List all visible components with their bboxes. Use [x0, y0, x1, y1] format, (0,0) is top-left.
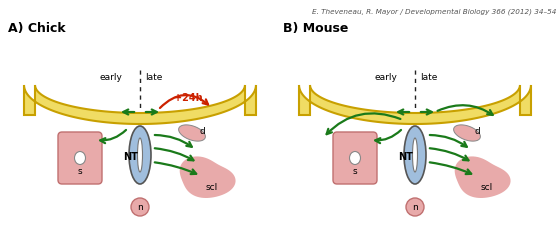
Polygon shape [454, 125, 480, 141]
Text: +24h: +24h [174, 93, 202, 103]
Text: d: d [199, 126, 205, 135]
Ellipse shape [129, 126, 151, 184]
Text: n: n [137, 204, 143, 213]
FancyBboxPatch shape [333, 132, 377, 184]
Text: late: late [145, 72, 162, 82]
Text: d: d [474, 126, 480, 135]
Text: scl: scl [206, 184, 218, 192]
Circle shape [131, 198, 149, 216]
Text: early: early [374, 72, 397, 82]
Ellipse shape [138, 138, 142, 172]
Polygon shape [179, 125, 206, 141]
Text: NT: NT [399, 152, 413, 162]
Text: A) Chick: A) Chick [8, 22, 66, 35]
Text: B) Mouse: B) Mouse [283, 22, 348, 35]
Polygon shape [24, 85, 256, 124]
Ellipse shape [349, 152, 361, 164]
Text: n: n [412, 204, 418, 213]
FancyBboxPatch shape [58, 132, 102, 184]
Polygon shape [455, 156, 511, 198]
Text: E. Theveneau, R. Mayor / Developmental Biology 366 (2012) 34–54: E. Theveneau, R. Mayor / Developmental B… [311, 8, 556, 15]
Polygon shape [299, 85, 531, 124]
Text: scl: scl [481, 184, 493, 192]
Polygon shape [180, 156, 236, 198]
Text: s: s [353, 167, 357, 177]
Ellipse shape [404, 126, 426, 184]
Text: early: early [99, 72, 122, 82]
Ellipse shape [413, 138, 418, 172]
Text: NT: NT [124, 152, 138, 162]
Text: s: s [78, 167, 82, 177]
Circle shape [406, 198, 424, 216]
Text: late: late [420, 72, 437, 82]
Ellipse shape [74, 152, 86, 164]
